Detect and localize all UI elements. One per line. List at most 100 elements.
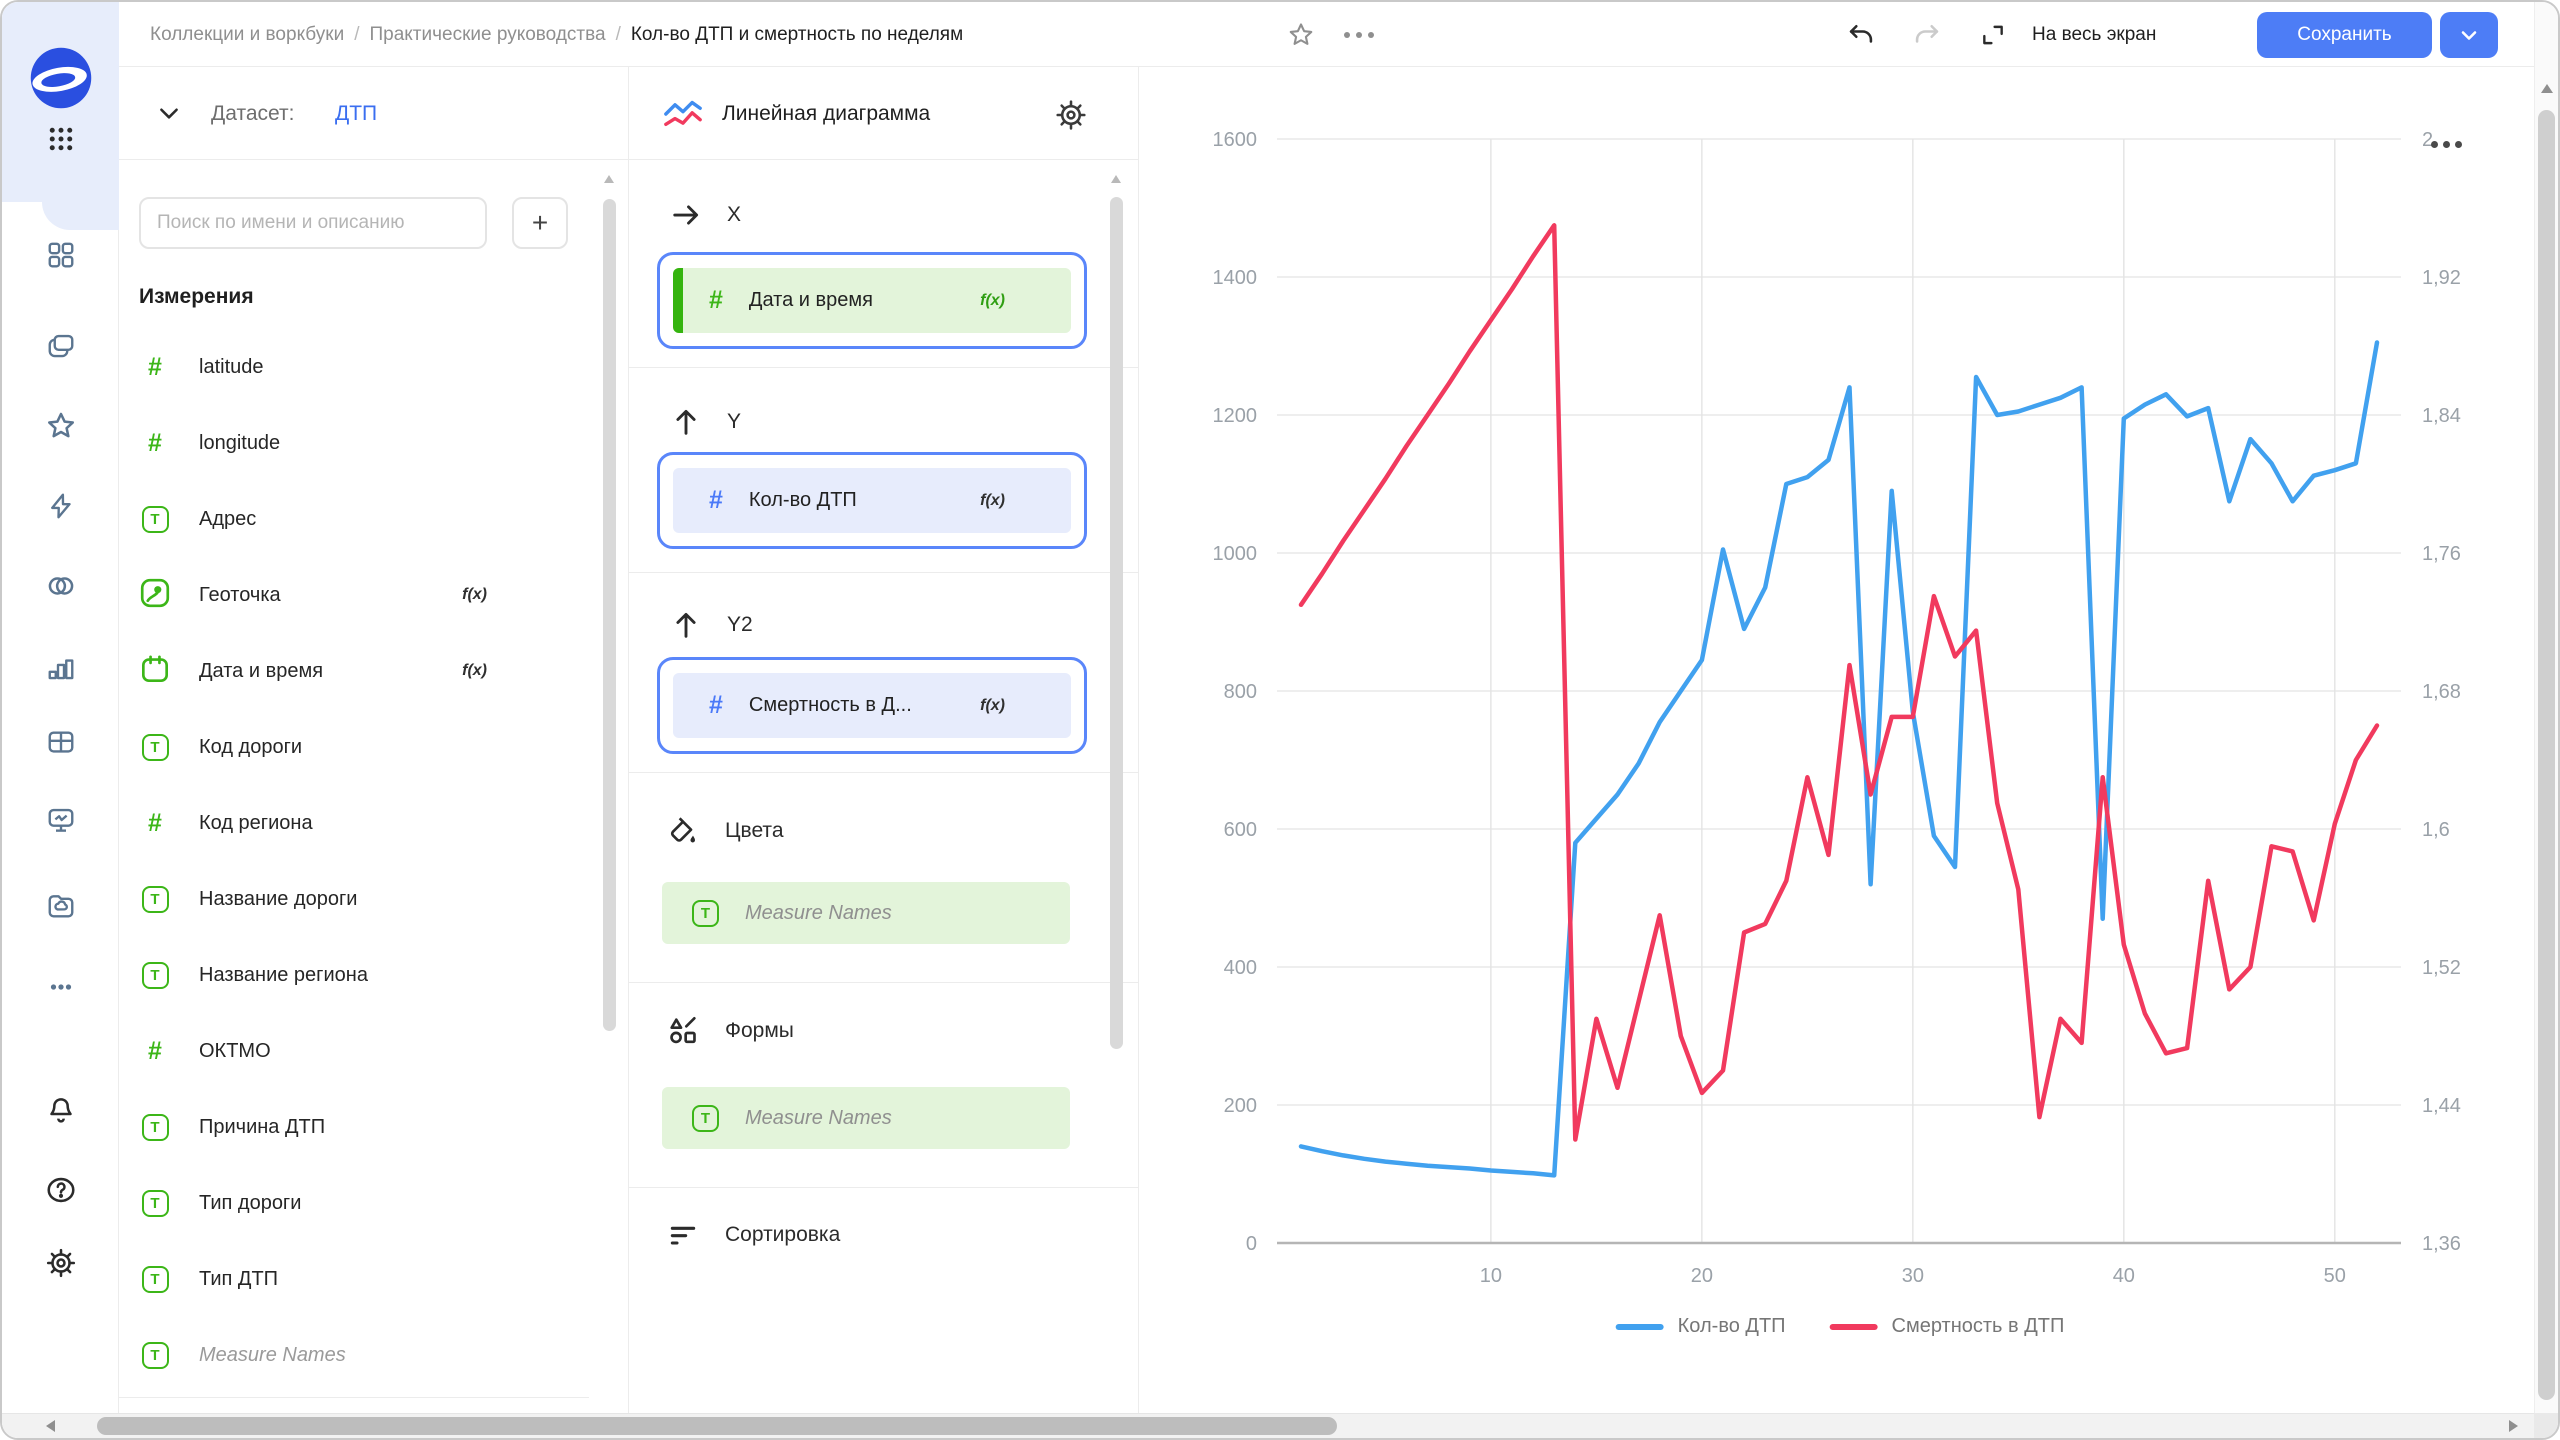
sort-section-label: Сортировка (667, 1219, 840, 1251)
line-chart-type-icon[interactable] (663, 98, 703, 135)
dimensions-list-divider (119, 1397, 589, 1398)
scrollbar-thumb[interactable] (97, 1417, 1337, 1435)
dimension-name: Measure Names (199, 1343, 346, 1366)
scrollbar-thumb[interactable] (1110, 197, 1123, 1049)
text-field-icon: T (141, 1189, 169, 1217)
field-type-icon-wrap: T (139, 505, 171, 533)
page-more-menu-icon[interactable] (1337, 2, 1381, 67)
svg-text:40: 40 (2113, 1265, 2135, 1287)
dimension-item-адрес[interactable]: T Адрес (119, 481, 599, 557)
dataset-collapse-chevron-icon[interactable] (149, 91, 189, 135)
monitoring-icon[interactable] (2, 798, 119, 842)
y-field-pill[interactable]: # Кол-во ДТП f(x) (673, 468, 1071, 533)
connections-icon[interactable] (2, 564, 119, 608)
dimension-item-название-дороги[interactable]: T Название дороги (119, 861, 599, 937)
add-field-button[interactable]: + (512, 197, 568, 249)
y-section-label: Y (671, 407, 741, 437)
dimension-item-октмо[interactable]: # ОКТМО (119, 1013, 599, 1089)
collections-icon[interactable] (2, 324, 119, 368)
section-divider (629, 367, 1138, 368)
vertical-scrollbar[interactable] (2534, 2, 2558, 1417)
dimension-item-measure-names[interactable]: T Measure Names (119, 1317, 599, 1393)
undo-icon[interactable] (1839, 2, 1883, 67)
number-field-icon: # (148, 808, 162, 837)
dimension-item-причина-дтп[interactable]: T Причина ДТП (119, 1089, 599, 1165)
quick-actions-lightning-icon[interactable] (2, 484, 119, 528)
y2-drop-zone[interactable]: # Смертность в Д... f(x) (657, 657, 1087, 754)
legend-item[interactable]: Кол-во ДТП (1615, 1315, 1786, 1338)
breadcrumb-item[interactable]: Коллекции и воркбуки (150, 23, 345, 45)
save-dropdown-button[interactable] (2440, 12, 2498, 58)
legend-label: Кол-во ДТП (1677, 1315, 1786, 1337)
help-icon[interactable] (2, 1168, 119, 1212)
dataset-name-link[interactable]: ДТП (335, 101, 378, 125)
dashboards-icon[interactable] (2, 233, 119, 277)
scrollbar-left-arrow-icon[interactable] (46, 1420, 55, 1432)
number-field-icon: # (148, 428, 162, 457)
dimension-item-дата-и-время[interactable]: Дата и время f(x) (119, 633, 599, 709)
line-chart: 1600 2 1400 1,92 1200 1,84 1000 1,76 800 1,68 600 1… (1213, 129, 2461, 1287)
tables-icon[interactable] (2, 720, 119, 764)
shapes-field-pill[interactable]: T Measure Names (662, 1087, 1070, 1149)
field-type-icon-wrap: T (139, 1113, 171, 1141)
notifications-bell-icon[interactable] (2, 1088, 119, 1132)
dimension-item-название-региона[interactable]: T Название региона (119, 937, 599, 1013)
colors-section-label: Цвета (667, 815, 784, 847)
chart-legend: Кол-во ДТП Смертность в ДТП (1615, 1315, 2064, 1338)
dataset-panel-scrollbar[interactable] (603, 167, 616, 1397)
scrollbar-up-arrow-icon[interactable] (1111, 175, 1121, 183)
field-type-icon-wrap: T (139, 1341, 171, 1369)
save-button[interactable]: Сохранить (2257, 12, 2432, 58)
fullscreen-button[interactable]: На весь экран (2032, 23, 2157, 45)
svg-text:1,68: 1,68 (2422, 681, 2461, 703)
scrollbar-up-arrow-icon[interactable] (604, 175, 614, 183)
more-ellipsis-icon[interactable] (2, 965, 119, 1009)
x-drop-zone[interactable]: # Дата и время f(x) (657, 252, 1087, 349)
scrollbar-thumb[interactable] (603, 199, 616, 1031)
svg-text:20: 20 (1691, 1265, 1713, 1287)
dimension-item-latitude[interactable]: # latitude (119, 329, 599, 405)
charts-icon[interactable] (2, 646, 119, 690)
chart-settings-gear-icon[interactable] (1049, 93, 1093, 137)
colors-field-pill[interactable]: T Measure Names (662, 882, 1070, 944)
svg-text:1,52: 1,52 (2422, 957, 2461, 979)
arrow-right-icon (673, 205, 699, 225)
legend-item[interactable]: Смертность в ДТП (1829, 1315, 2064, 1338)
expand-icon[interactable] (1971, 2, 2015, 67)
favorites-star-icon[interactable] (2, 404, 119, 448)
favorite-star-icon[interactable] (1279, 2, 1323, 67)
redo-icon[interactable] (1905, 2, 1949, 67)
formula-fx-icon: f(x) (462, 662, 487, 679)
x-field-pill[interactable]: # Дата и время f(x) (673, 268, 1071, 333)
svg-text:200: 200 (1224, 1095, 1257, 1117)
config-panel-scrollbar[interactable] (1110, 167, 1123, 1397)
storage-folder-icon[interactable] (2, 883, 119, 927)
dimension-item-тип-дороги[interactable]: T Тип дороги (119, 1165, 599, 1241)
breadcrumb: Коллекции и воркбуки / Практические руково… (150, 2, 963, 67)
search-input[interactable] (139, 197, 487, 249)
y2-field-pill[interactable]: # Смертность в Д... f(x) (673, 673, 1071, 738)
datalens-logo-icon[interactable] (2, 42, 119, 114)
dimension-item-геоточка[interactable]: Геоточка f(x) (119, 557, 599, 633)
field-type-icon-wrap: T (139, 1189, 171, 1217)
field-type-icon-wrap: # (139, 354, 171, 380)
dimension-item-код-дороги[interactable]: T Код дороги (119, 709, 599, 785)
shapes-section-label: Формы (667, 1015, 794, 1047)
formula-fx-icon: f(x) (462, 586, 487, 603)
x-field-name: Дата и время (748, 289, 873, 311)
apps-grid-icon[interactable] (2, 117, 119, 161)
dimension-item-тип-дтп[interactable]: T Тип ДТП (119, 1241, 599, 1317)
y-drop-zone[interactable]: # Кол-во ДТП f(x) (657, 452, 1087, 549)
settings-gear-icon[interactable] (2, 1241, 119, 1285)
breadcrumb-item[interactable]: Практические руководства (369, 23, 606, 45)
scrollbar-thumb[interactable] (2538, 110, 2555, 1400)
scrollbar-up-arrow-icon[interactable] (2541, 84, 2553, 93)
chart-preview-area: 1600 2 1400 1,92 1200 1,84 1000 1,76 800 1,68 600 1… (1139, 67, 2537, 1417)
dimension-item-longitude[interactable]: # longitude (119, 405, 599, 481)
scrollbar-right-arrow-icon[interactable] (2509, 1420, 2518, 1432)
formula-fx-icon: f(x) (980, 491, 1005, 509)
chart-more-menu-icon[interactable] (2431, 141, 2462, 148)
horizontal-scrollbar[interactable] (2, 1413, 2558, 1438)
formula-fx-icon: f(x) (980, 291, 1005, 309)
dimension-item-код-региона[interactable]: # Код региона (119, 785, 599, 861)
